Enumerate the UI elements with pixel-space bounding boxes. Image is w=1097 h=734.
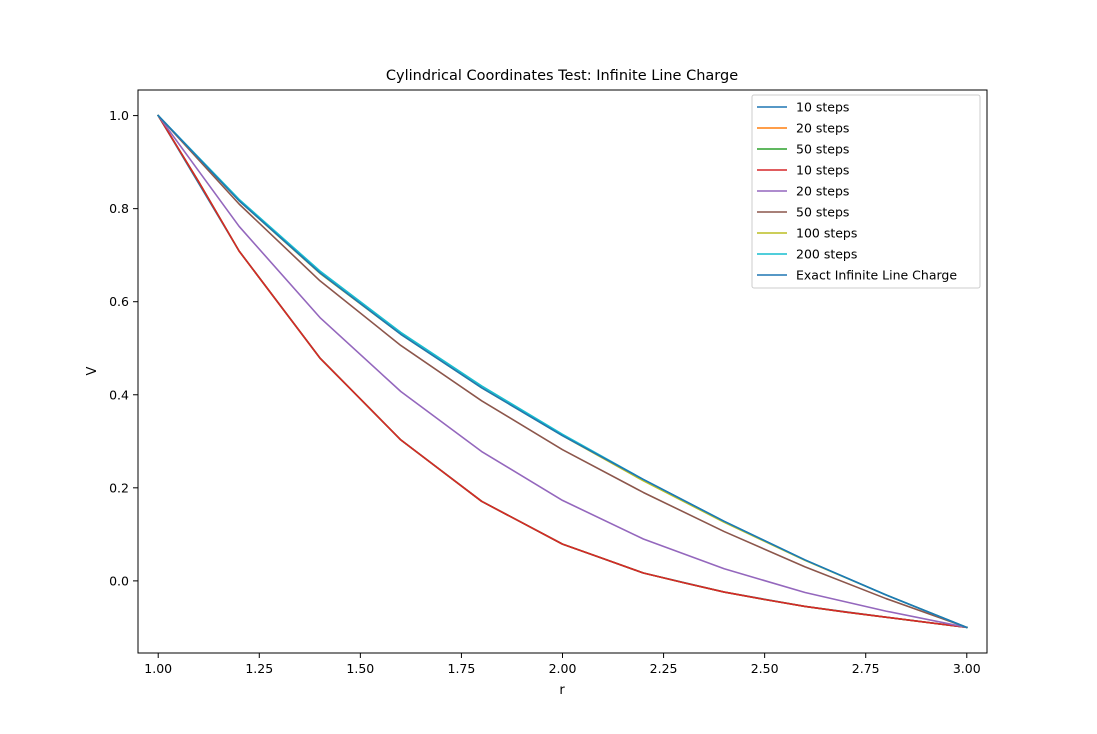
legend: 10 steps 20 steps 50 steps 10 steps 20 steps… xyxy=(751,94,981,289)
legend-label: Exact Infinite Line Charge xyxy=(796,268,957,283)
legend-box xyxy=(751,94,981,289)
legend-label: 50 steps xyxy=(796,142,849,157)
x-tick-label: 2.75 xyxy=(852,661,880,676)
x-tick-label: 1.50 xyxy=(346,661,374,676)
legend-label: 20 steps xyxy=(796,121,849,136)
y-tick-label: 1.0 xyxy=(109,108,129,123)
legend-entries: 10 steps 20 steps 50 steps 10 steps 20 steps… xyxy=(757,100,957,283)
series-line-5 xyxy=(157,114,968,629)
x-tick-label: 1.25 xyxy=(245,661,273,676)
y-tick-label: 0.4 xyxy=(109,387,129,402)
x-tick-label: 1.00 xyxy=(144,661,172,676)
legend-label: 50 steps xyxy=(796,205,849,220)
legend-label: 20 steps xyxy=(796,184,849,199)
y-axis: 0.0 0.2 0.4 0.6 0.8 1.0 xyxy=(109,108,138,588)
series-layer xyxy=(157,114,968,629)
chart-title: Cylindrical Coordinates Test: Infinite L… xyxy=(386,68,738,84)
y-tick-label: 0.0 xyxy=(109,573,129,588)
legend-label: 10 steps xyxy=(796,163,849,178)
y-tick-label: 0.6 xyxy=(109,294,129,309)
y-axis-label: V xyxy=(85,366,100,375)
y-tick-label: 0.8 xyxy=(109,201,129,216)
x-tick-label: 2.00 xyxy=(549,661,577,676)
x-axis-label: r xyxy=(559,683,565,698)
legend-label: 200 steps xyxy=(796,247,857,262)
legend-label: 10 steps xyxy=(796,100,849,115)
x-tick-label: 1.75 xyxy=(448,661,476,676)
legend-label: 100 steps xyxy=(796,226,857,241)
series-line-4 xyxy=(157,114,968,629)
series-line-9 xyxy=(157,114,968,629)
x-axis: 1.00 1.25 1.50 1.75 2.00 2.25 2.50 2.75 3.00 xyxy=(144,653,981,676)
y-tick-label: 0.2 xyxy=(109,480,129,495)
x-tick-label: 3.00 xyxy=(953,661,981,676)
series-line-6 xyxy=(157,114,968,629)
x-tick-label: 2.25 xyxy=(650,661,678,676)
x-tick-label: 2.50 xyxy=(751,661,779,676)
